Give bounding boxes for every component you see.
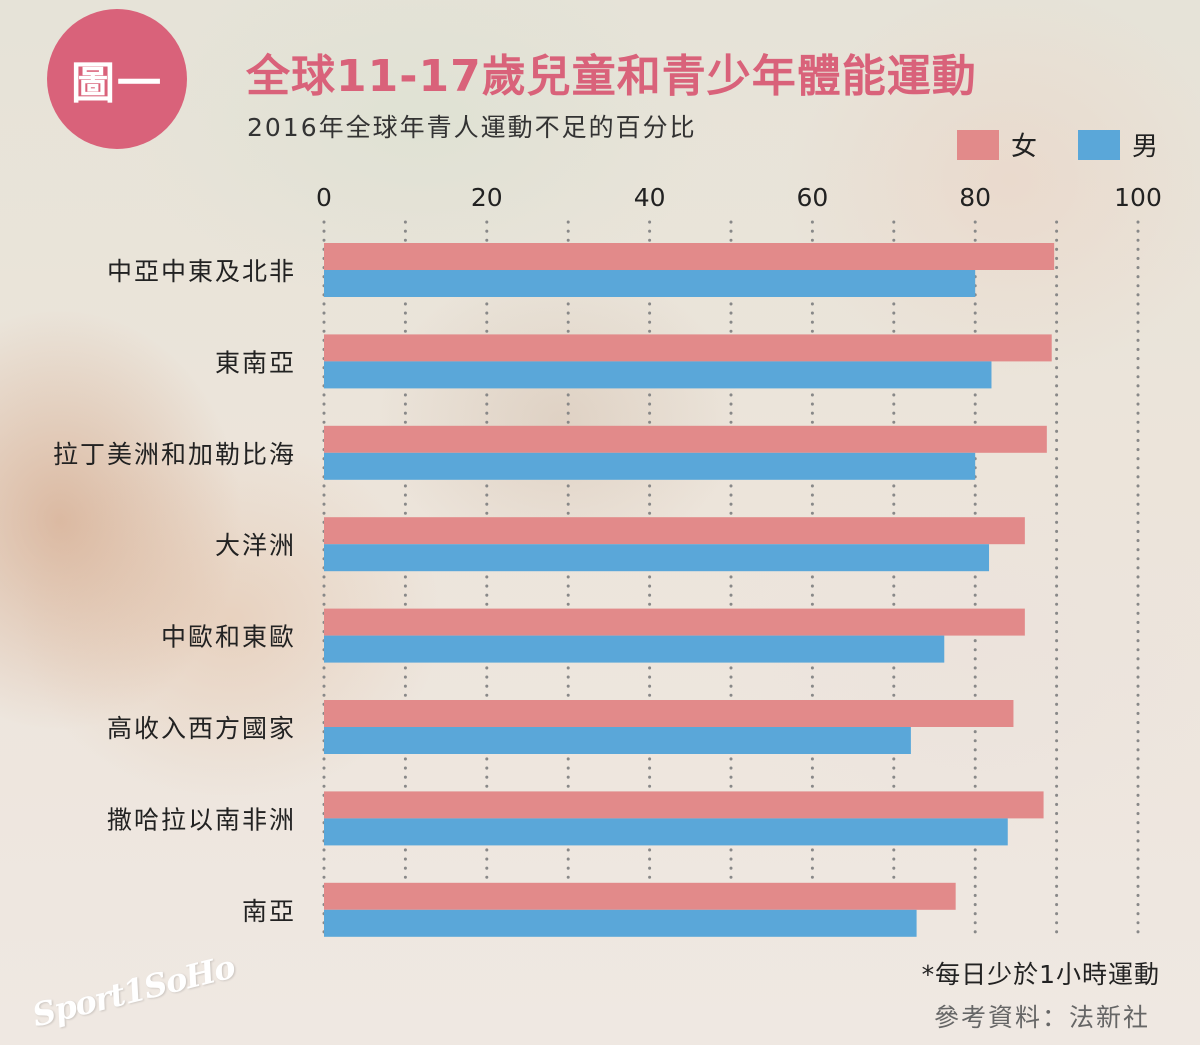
bar-female (324, 608, 1025, 636)
bar-male (324, 361, 992, 389)
category-label: 南亞 (242, 897, 296, 926)
footnote: *每日少於1小時運動 (921, 960, 1160, 989)
bar-female (324, 791, 1044, 819)
category-label: 大洋洲 (215, 531, 296, 560)
legend-label-female: 女 (1011, 132, 1038, 162)
bar-female (324, 882, 956, 910)
x-tick-label: 0 (316, 183, 332, 212)
x-tick-label: 100 (1114, 183, 1162, 212)
bar-male (324, 544, 990, 572)
category-label: 拉丁美洲和加勒比海 (53, 440, 296, 469)
legend-item-female: 女 (957, 126, 1037, 163)
bar-male (324, 635, 945, 663)
category-label: 撒哈拉以南非洲 (107, 805, 296, 834)
bar-male (324, 452, 976, 480)
x-tick-label: 60 (796, 183, 828, 212)
bar-male (324, 727, 911, 754)
bar-male (324, 909, 917, 937)
x-tick-label: 80 (959, 183, 991, 212)
category-label: 高收入西方國家 (107, 714, 296, 743)
x-tick-label: 40 (634, 183, 666, 212)
category-label: 中亞中東及北非 (107, 257, 296, 286)
bar-female (324, 334, 1052, 362)
category-label: 東南亞 (215, 348, 296, 377)
bar-female (324, 425, 1047, 453)
bar-female (324, 517, 1025, 545)
bar-female (324, 700, 1014, 727)
category-label: 中歐和東歐 (161, 623, 296, 652)
bar-male (324, 270, 976, 297)
legend-swatch-female (957, 129, 999, 160)
bar-female (324, 243, 1055, 270)
figure-badge: 圖一 (47, 9, 187, 149)
legend-swatch-male (1078, 129, 1120, 160)
bar-male (324, 818, 1008, 846)
legend-label-male: 男 (1132, 132, 1159, 162)
x-tick-label: 20 (471, 183, 503, 212)
chart-subtitle: 2016年全球年青人運動不足的百分比 (247, 113, 697, 142)
source-credit: 參考資料：法新社 (933, 1003, 1150, 1032)
chart-title: 全球11-17歲兒童和青少年體能運動 (246, 51, 977, 102)
legend-item-male: 男 (1078, 126, 1158, 163)
